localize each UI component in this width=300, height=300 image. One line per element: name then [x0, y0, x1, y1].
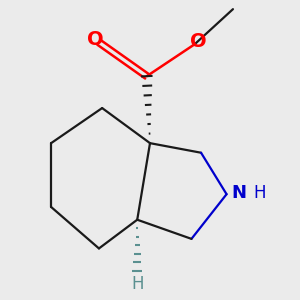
Text: O: O — [87, 30, 103, 49]
Text: H: H — [254, 184, 266, 202]
Text: H: H — [131, 274, 143, 292]
Text: O: O — [190, 32, 207, 51]
Text: N: N — [232, 184, 247, 202]
